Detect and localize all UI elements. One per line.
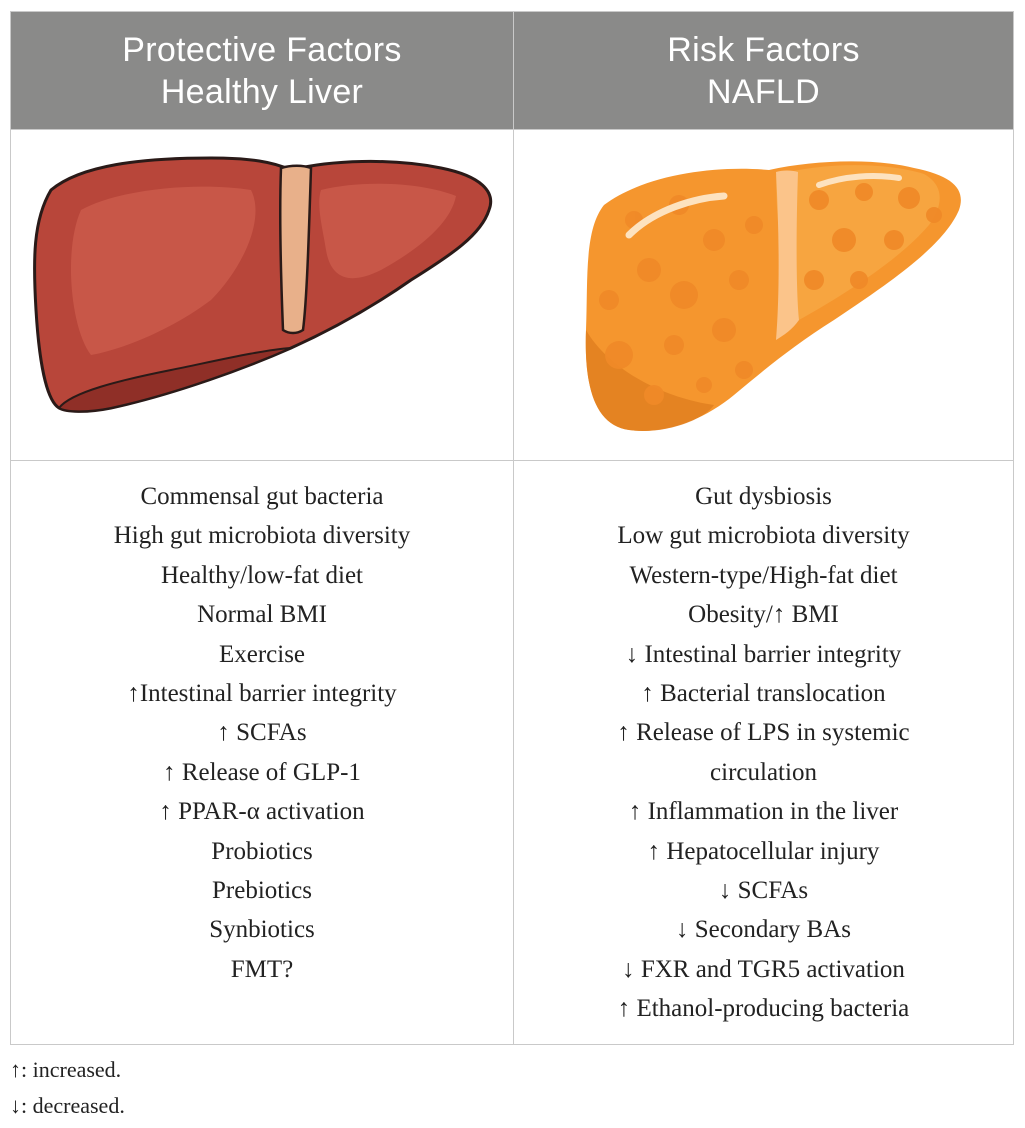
header-protective-line1: Protective Factors xyxy=(122,30,402,69)
table-footnotes: ↑: increased. ↓: decreased. xyxy=(10,1052,125,1124)
header-protective-factors: Protective Factors Healthy Liver xyxy=(11,12,514,129)
healthy-liver-illustration xyxy=(33,156,493,413)
header-risk-factors: Risk Factors NAFLD xyxy=(514,12,1013,129)
list-item: ↓ Intestinal barrier integrity xyxy=(625,640,902,668)
list-item: ↑ PPAR-α activation xyxy=(159,798,365,826)
list-item: ↑ Release of GLP-1 xyxy=(163,758,361,786)
list-item: ↑ SCFAs xyxy=(217,719,307,747)
list-item: ↑ Release of LPS in systemic xyxy=(617,719,910,747)
factors-list-row: Commensal gut bacteria High gut microbio… xyxy=(11,461,1013,1044)
list-item: ↑ Bacterial translocation xyxy=(641,680,886,708)
list-item: Obesity/↑ BMI xyxy=(688,601,839,629)
list-item: ↓ FXR and TGR5 activation xyxy=(622,955,905,983)
list-item: Normal BMI xyxy=(197,601,327,629)
list-item: Western-type/High-fat diet xyxy=(629,561,898,589)
protective-factors-list: Commensal gut bacteria High gut microbio… xyxy=(11,461,514,1044)
list-item: Prebiotics xyxy=(212,877,312,905)
list-item: circulation xyxy=(710,758,817,786)
list-item: Commensal gut bacteria xyxy=(140,483,384,510)
list-item: Synbiotics xyxy=(209,916,315,944)
list-item: High gut microbiota diversity xyxy=(113,522,411,550)
comparison-table: Protective Factors Healthy Liver Risk Fa… xyxy=(10,11,1014,1045)
list-item: ↑ Hepatocellular injury xyxy=(647,837,880,865)
footnote-increased: ↑: increased. xyxy=(10,1057,122,1082)
list-item: Low gut microbiota diversity xyxy=(617,522,910,550)
table-header-row: Protective Factors Healthy Liver Risk Fa… xyxy=(11,12,1013,129)
list-item: ↓ SCFAs xyxy=(718,877,809,905)
list-item: Exercise xyxy=(218,640,306,668)
fatty-liver-cell xyxy=(514,130,1013,460)
fatty-liver-illustration xyxy=(585,161,961,431)
image-row xyxy=(11,129,1013,461)
list-item: ↓ Secondary BAs xyxy=(676,916,851,944)
list-item: Healthy/low-fat diet xyxy=(160,561,363,589)
header-risk-line2: NAFLD xyxy=(707,72,820,111)
header-protective-line2: Healthy Liver xyxy=(160,72,364,111)
list-item: Probiotics xyxy=(211,837,313,865)
healthy-liver-cell xyxy=(11,130,514,460)
list-item: FMT? xyxy=(230,955,294,983)
risk-factors-list: Gut dysbiosis Low gut microbiota diversi… xyxy=(514,461,1013,1044)
header-risk-line1: Risk Factors xyxy=(667,30,860,69)
list-item: ↑Intestinal barrier integrity xyxy=(127,680,397,708)
list-item: ↑ Ethanol-producing bacteria xyxy=(617,995,910,1023)
list-item: Gut dysbiosis xyxy=(695,483,832,510)
list-item: ↑ Inflammation in the liver xyxy=(628,798,899,826)
footnote-decreased: ↓: decreased. xyxy=(10,1093,125,1118)
